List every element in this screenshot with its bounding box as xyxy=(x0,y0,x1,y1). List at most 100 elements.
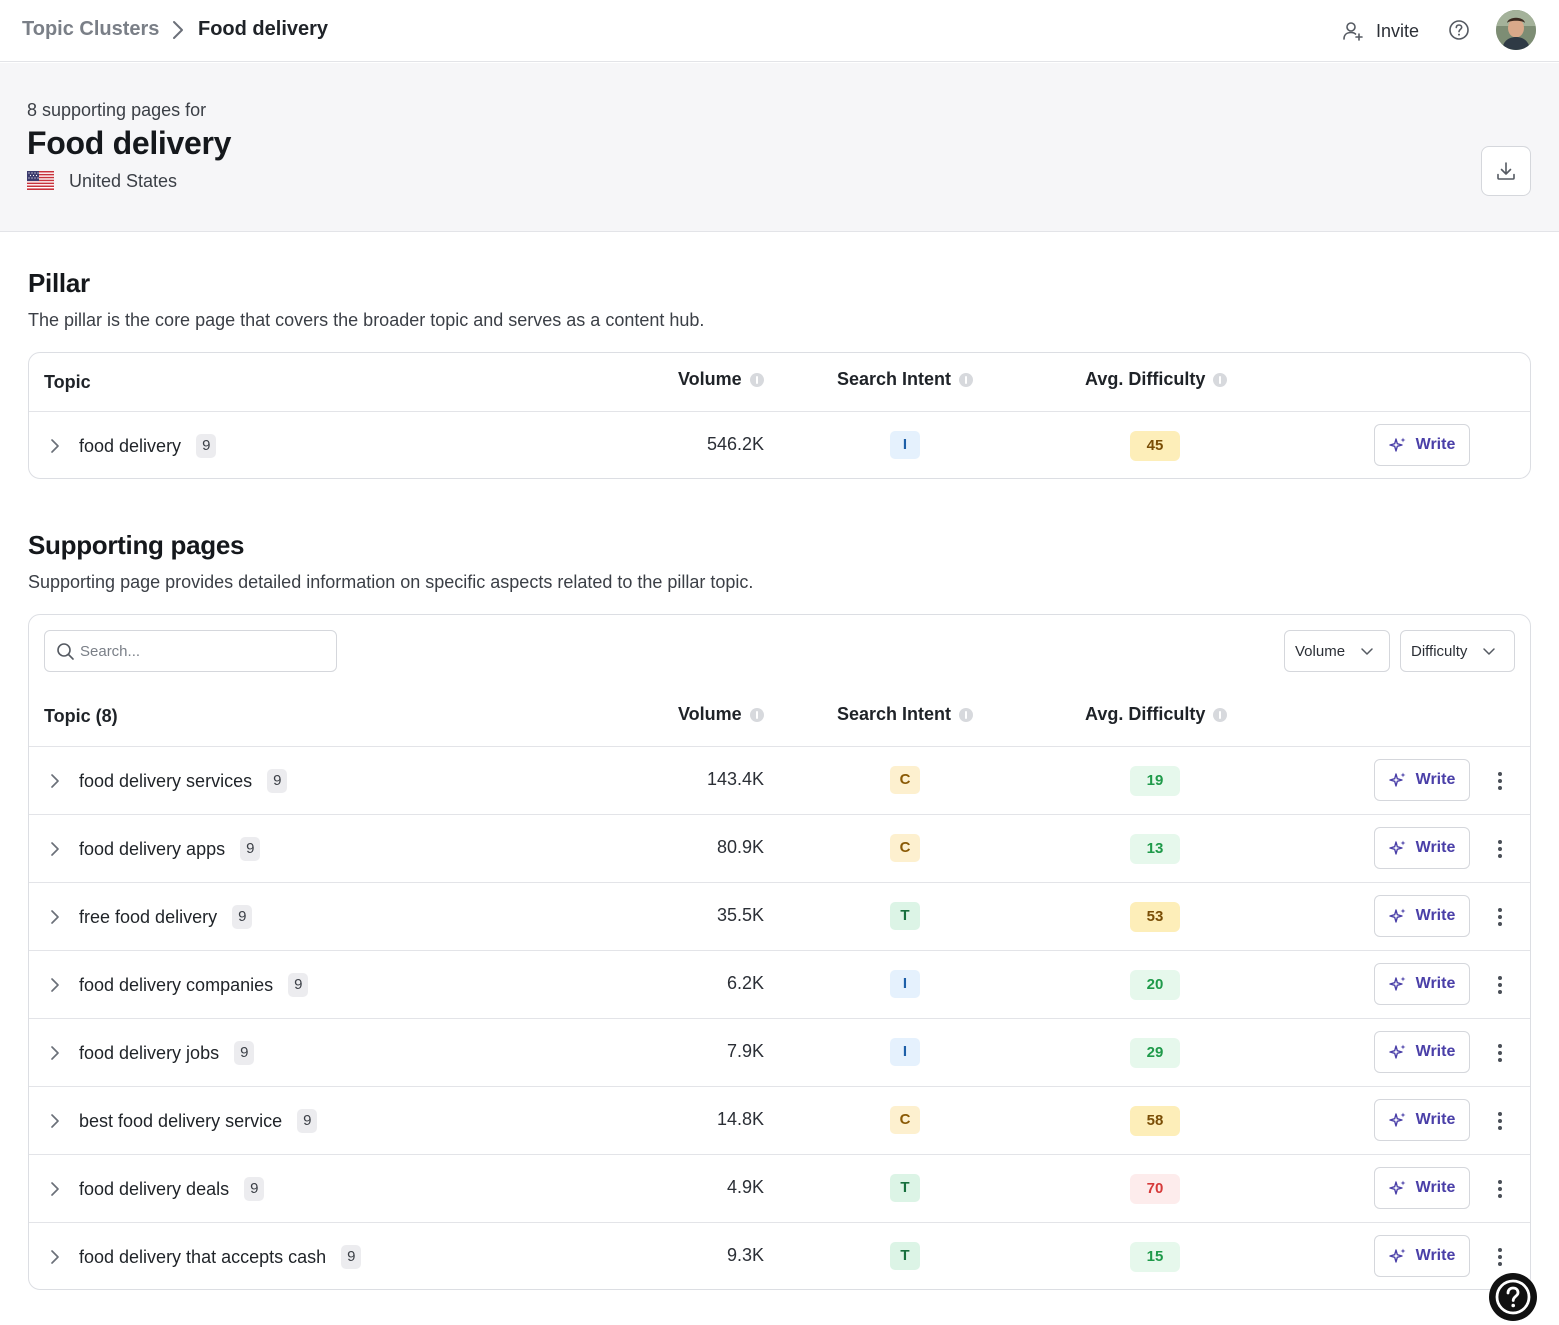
more-vertical-icon[interactable] xyxy=(1490,1177,1510,1201)
keyword-count-badge: 9 xyxy=(196,434,217,458)
difficulty-filter-dropdown[interactable]: Difficulty xyxy=(1400,630,1515,672)
column-header-search-intent[interactable]: Search Intent xyxy=(837,704,974,725)
info-icon[interactable] xyxy=(959,372,974,387)
difficulty-badge: 29 xyxy=(1130,1038,1180,1068)
help-chat-button[interactable] xyxy=(1489,1273,1537,1321)
write-button[interactable]: Write xyxy=(1374,759,1470,801)
write-button[interactable]: Write xyxy=(1374,424,1470,466)
supporting-pages-table: Volume Difficulty Topic (8) Volume Searc… xyxy=(28,614,1531,1290)
page-subtitle: 8 supporting pages for xyxy=(27,100,207,120)
search-field[interactable] xyxy=(44,630,337,672)
difficulty-badge: 45 xyxy=(1130,431,1180,461)
help-circle-icon xyxy=(1495,1279,1531,1315)
page-header: 8 supporting pages for Food delivery Uni… xyxy=(0,63,1559,232)
chevron-right-icon[interactable] xyxy=(47,1111,63,1131)
sparkle-icon xyxy=(1388,1180,1406,1195)
chevron-right-icon[interactable] xyxy=(47,436,63,456)
write-button[interactable]: Write xyxy=(1374,827,1470,869)
column-header-avg-difficulty[interactable]: Avg. Difficulty xyxy=(1085,369,1228,390)
info-icon[interactable] xyxy=(1213,707,1228,722)
keyword-count-badge: 9 xyxy=(240,837,261,861)
volume-value: 6.2K xyxy=(726,973,764,993)
topic-name[interactable]: food delivery deals 9 xyxy=(79,1177,265,1201)
write-label: Write xyxy=(1415,907,1456,924)
sparkle-icon xyxy=(1388,1248,1406,1263)
column-header-volume[interactable]: Volume xyxy=(678,704,764,725)
keyword-count-badge: 9 xyxy=(297,1109,318,1133)
topic-name[interactable]: best food delivery service 9 xyxy=(79,1109,318,1133)
chevron-down-icon xyxy=(1361,648,1373,655)
info-icon[interactable] xyxy=(749,372,764,387)
download-button[interactable] xyxy=(1481,146,1531,196)
sparkle-icon xyxy=(1388,437,1406,452)
invite-button[interactable]: Invite xyxy=(1342,18,1419,44)
write-button[interactable]: Write xyxy=(1374,963,1470,1005)
chevron-right-icon[interactable] xyxy=(47,1179,63,1199)
difficulty-badge: 70 xyxy=(1130,1174,1180,1204)
keyword-count-badge: 9 xyxy=(267,769,288,793)
write-button[interactable]: Write xyxy=(1374,1099,1470,1141)
chevron-right-icon[interactable] xyxy=(47,907,63,927)
difficulty-filter-label: Difficulty xyxy=(1411,642,1468,660)
topic-name[interactable]: free food delivery 9 xyxy=(79,905,253,929)
topic-name[interactable]: food delivery services 9 xyxy=(79,769,288,793)
volume-filter-dropdown[interactable]: Volume xyxy=(1284,630,1390,672)
column-header-search-intent[interactable]: Search Intent xyxy=(837,369,974,390)
more-vertical-icon[interactable] xyxy=(1490,1109,1510,1133)
avatar-image xyxy=(1496,10,1536,50)
table-row: best food delivery service 9 14.8K C 58 Write xyxy=(29,1086,1530,1154)
volume-value: 4.9K xyxy=(726,1177,764,1197)
search-intent-badge: C xyxy=(890,834,920,862)
chevron-right-icon[interactable] xyxy=(47,1247,63,1267)
search-intent-badge: C xyxy=(890,1106,920,1134)
topic-name[interactable]: food delivery 9 xyxy=(79,434,217,458)
help-circle-icon[interactable] xyxy=(1448,19,1470,41)
column-header-avg-difficulty[interactable]: Avg. Difficulty xyxy=(1085,704,1228,725)
pillar-table: Topic Volume Search Intent Avg. Difficul… xyxy=(28,352,1531,479)
write-button[interactable]: Write xyxy=(1374,1031,1470,1073)
topic-name[interactable]: food delivery jobs 9 xyxy=(79,1041,255,1065)
table-row: food delivery jobs 9 7.9K I 29 Write xyxy=(29,1018,1530,1086)
user-avatar[interactable] xyxy=(1496,10,1536,50)
volume-value: 14.8K xyxy=(716,1109,764,1129)
keyword-count-badge: 9 xyxy=(288,973,309,997)
more-vertical-icon[interactable] xyxy=(1490,769,1510,793)
sparkle-icon xyxy=(1388,908,1406,923)
search-intent-badge: I xyxy=(890,431,920,459)
search-input[interactable] xyxy=(80,639,320,663)
difficulty-badge: 15 xyxy=(1130,1242,1180,1272)
chevron-right-icon[interactable] xyxy=(47,771,63,791)
write-button[interactable]: Write xyxy=(1374,1235,1470,1277)
topic-name[interactable]: food delivery that accepts cash 9 xyxy=(79,1245,362,1269)
more-vertical-icon[interactable] xyxy=(1490,837,1510,861)
chevron-right-icon[interactable] xyxy=(47,1043,63,1063)
download-icon xyxy=(1497,162,1515,180)
more-vertical-icon[interactable] xyxy=(1490,1041,1510,1065)
write-button[interactable]: Write xyxy=(1374,1167,1470,1209)
write-button[interactable]: Write xyxy=(1374,895,1470,937)
supporting-section-title: Supporting pages xyxy=(28,530,245,560)
topic-name[interactable]: food delivery apps 9 xyxy=(79,837,261,861)
column-header-topic: Topic (8) xyxy=(44,706,118,726)
keyword-count-badge: 9 xyxy=(341,1245,362,1269)
column-header-volume[interactable]: Volume xyxy=(678,369,764,390)
more-vertical-icon[interactable] xyxy=(1490,973,1510,997)
search-intent-badge: C xyxy=(890,766,920,794)
info-icon[interactable] xyxy=(1213,372,1228,387)
info-icon[interactable] xyxy=(959,707,974,722)
write-label: Write xyxy=(1415,1111,1456,1128)
search-intent-badge: T xyxy=(890,902,920,930)
chevron-right-icon[interactable] xyxy=(47,975,63,995)
more-vertical-icon[interactable] xyxy=(1490,1245,1510,1269)
topic-name[interactable]: food delivery companies 9 xyxy=(79,973,309,997)
write-label: Write xyxy=(1415,436,1456,453)
supporting-table-header: Topic (8) Volume Search Intent Avg. Diff… xyxy=(29,687,1530,746)
info-icon[interactable] xyxy=(749,707,764,722)
more-vertical-icon[interactable] xyxy=(1490,905,1510,929)
chevron-right-icon[interactable] xyxy=(47,839,63,859)
breadcrumb-parent-link[interactable]: Topic Clusters xyxy=(22,18,160,40)
sparkle-icon xyxy=(1388,1112,1406,1127)
keyword-count-badge: 9 xyxy=(232,905,253,929)
pillar-table-header: Topic Volume Search Intent Avg. Difficul… xyxy=(29,353,1530,411)
keyword-count-badge: 9 xyxy=(234,1041,255,1065)
